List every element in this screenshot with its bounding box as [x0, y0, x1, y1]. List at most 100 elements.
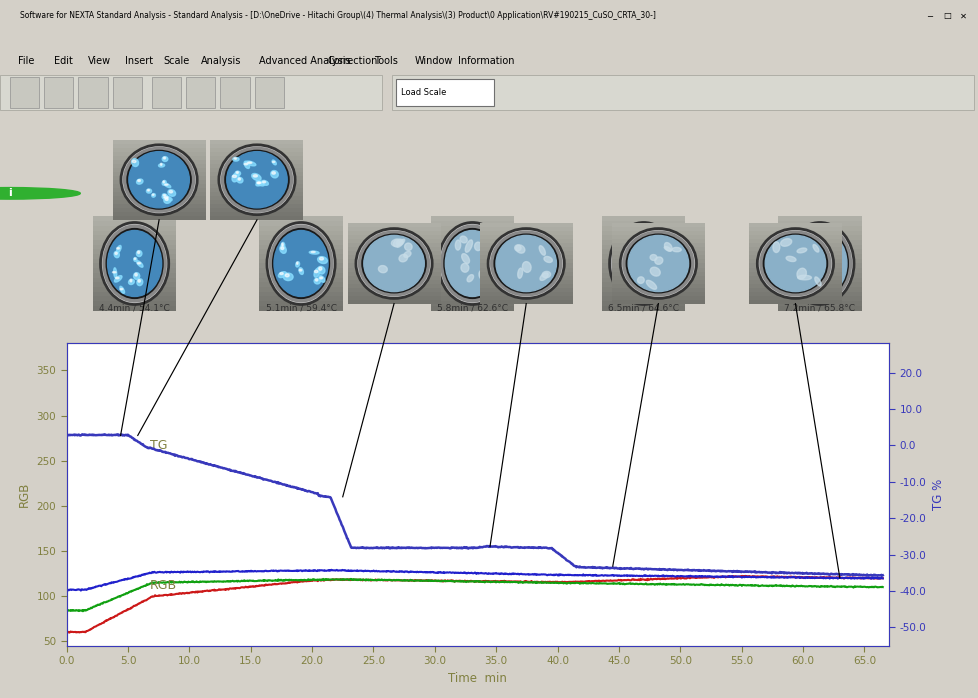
Ellipse shape	[235, 171, 241, 175]
Ellipse shape	[262, 181, 265, 183]
Bar	[601, 287, 685, 292]
Bar	[479, 280, 572, 283]
Ellipse shape	[138, 251, 140, 253]
Ellipse shape	[461, 263, 468, 272]
Bar	[748, 244, 841, 248]
Bar	[210, 188, 303, 192]
Bar	[479, 260, 572, 264]
Ellipse shape	[654, 257, 662, 265]
Text: 5.1min / 59.4°C: 5.1min / 59.4°C	[265, 303, 336, 312]
Ellipse shape	[164, 184, 168, 185]
Text: 4.4min / 54.1°C: 4.4min / 54.1°C	[99, 303, 170, 312]
Ellipse shape	[654, 260, 661, 267]
Bar	[479, 272, 572, 276]
Bar	[210, 163, 303, 168]
Ellipse shape	[467, 274, 473, 282]
Text: RGB: RGB	[150, 579, 177, 592]
Bar	[430, 240, 513, 244]
Ellipse shape	[236, 172, 239, 173]
Bar	[93, 306, 176, 311]
Ellipse shape	[315, 279, 318, 281]
Bar	[112, 208, 205, 212]
Bar	[479, 296, 572, 299]
Ellipse shape	[153, 194, 154, 195]
Ellipse shape	[314, 270, 318, 273]
Ellipse shape	[114, 251, 119, 258]
Ellipse shape	[399, 254, 407, 262]
Bar	[347, 272, 440, 276]
FancyBboxPatch shape	[391, 75, 973, 110]
Bar	[112, 200, 205, 204]
Bar	[430, 278, 513, 282]
Bar	[430, 249, 513, 254]
Bar	[112, 211, 205, 216]
Bar	[259, 282, 342, 287]
Bar	[479, 223, 572, 228]
Ellipse shape	[378, 265, 387, 273]
Ellipse shape	[544, 256, 552, 262]
Bar	[112, 192, 205, 195]
FancyBboxPatch shape	[10, 77, 39, 108]
Ellipse shape	[805, 260, 809, 265]
Bar	[259, 302, 342, 306]
Ellipse shape	[112, 272, 116, 273]
Bar	[601, 225, 685, 230]
Ellipse shape	[219, 146, 293, 214]
X-axis label: Time  min: Time min	[448, 671, 507, 685]
Ellipse shape	[136, 251, 142, 257]
Bar	[778, 287, 861, 292]
Ellipse shape	[163, 195, 165, 196]
Text: Analysis: Analysis	[200, 56, 241, 66]
Bar	[112, 176, 205, 180]
Ellipse shape	[542, 272, 550, 278]
Ellipse shape	[132, 161, 136, 163]
Ellipse shape	[474, 242, 481, 251]
Ellipse shape	[314, 279, 320, 284]
Ellipse shape	[163, 157, 165, 159]
Bar	[210, 184, 303, 188]
Bar	[611, 267, 704, 272]
Bar	[259, 244, 342, 249]
Ellipse shape	[237, 177, 243, 183]
Bar	[210, 147, 303, 151]
FancyBboxPatch shape	[152, 77, 181, 108]
Bar	[778, 292, 861, 297]
Bar	[479, 239, 572, 244]
Ellipse shape	[319, 276, 325, 282]
Bar	[93, 240, 176, 244]
Bar	[347, 244, 440, 248]
Ellipse shape	[256, 181, 264, 186]
Ellipse shape	[160, 163, 161, 165]
Bar	[611, 235, 704, 239]
Ellipse shape	[133, 273, 140, 279]
Bar	[210, 195, 303, 200]
Bar	[259, 287, 342, 292]
Bar	[347, 283, 440, 288]
Bar	[112, 184, 205, 188]
Bar	[611, 276, 704, 280]
Ellipse shape	[648, 272, 654, 278]
Ellipse shape	[540, 273, 548, 281]
Ellipse shape	[135, 274, 137, 276]
Bar	[611, 248, 704, 251]
Ellipse shape	[637, 277, 644, 283]
Bar	[748, 272, 841, 276]
Bar	[479, 299, 572, 304]
Bar	[210, 140, 303, 144]
Bar	[93, 216, 176, 221]
Bar	[748, 288, 841, 292]
Bar	[748, 280, 841, 283]
Ellipse shape	[245, 161, 255, 166]
Ellipse shape	[364, 235, 423, 292]
Bar	[611, 244, 704, 248]
Bar	[112, 216, 205, 220]
Bar	[347, 248, 440, 251]
Ellipse shape	[114, 276, 122, 282]
Bar	[347, 264, 440, 267]
Bar	[611, 251, 704, 255]
Bar	[748, 276, 841, 280]
Bar	[748, 239, 841, 244]
Ellipse shape	[455, 240, 461, 250]
Bar	[210, 179, 303, 184]
Bar	[601, 302, 685, 306]
